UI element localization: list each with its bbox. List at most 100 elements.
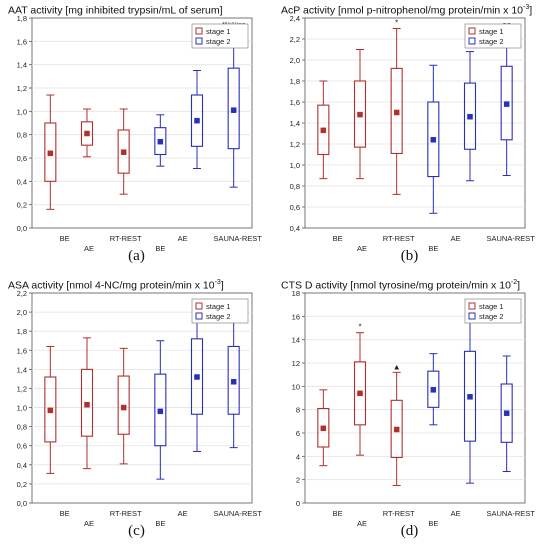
legend-swatch: [195, 302, 203, 310]
x-category-label: AE: [178, 234, 188, 243]
box-iqr: [390, 67, 403, 155]
plot-frame: [31, 292, 253, 504]
box-iqr: [317, 104, 330, 156]
x-category-label: RT-REST: [110, 509, 142, 518]
y-tick-label: 2,0: [290, 56, 300, 65]
legend-label: stage 1: [206, 27, 231, 36]
x-category-label: RT-REST: [383, 509, 415, 518]
y-tick-label: 16: [292, 312, 300, 321]
box-iqr: [44, 122, 57, 182]
mean-marker: [467, 113, 473, 120]
mean-marker: [120, 149, 127, 155]
x-category-label: AE: [451, 234, 461, 243]
y-tick-label: 1,6: [290, 98, 300, 107]
x-category-label: BE: [60, 234, 70, 243]
y-tick-label: 1,0: [290, 161, 300, 170]
y-tick-label: 0,2: [17, 480, 27, 489]
plot-frame: [31, 17, 253, 229]
mean-marker: [157, 408, 164, 415]
y-tick-label: 1,6: [17, 346, 27, 355]
mean-marker: [393, 426, 400, 433]
y-tick-label: 0,0: [17, 224, 27, 233]
y-tick-label: 0: [296, 499, 300, 508]
y-tick-label: 1,0: [17, 107, 27, 116]
x-category-label: AE: [178, 509, 188, 518]
mean-marker: [84, 130, 90, 137]
x-category-label: RT-REST: [383, 234, 415, 243]
chart-title-d: CTS D activity [nmol tyrosine/mg protein…: [281, 279, 521, 292]
x-category-label: AE: [357, 244, 367, 253]
significance-mark: *: [358, 323, 361, 332]
x-category-label: RT-REST: [110, 234, 142, 243]
x-category-label: AE: [451, 509, 461, 518]
chart-svg-b: 0,4 0,6 0,8 1,0 1,2 1,4 1,6 1,8 2,0 2,2 2,4 BE RT-RE…: [290, 14, 536, 253]
mean-marker: [47, 150, 54, 157]
box-iqr: [390, 399, 403, 459]
y-tick-label: 2: [296, 476, 300, 485]
panel-label-a: (a): [128, 248, 145, 264]
y-tick-label: 1,0: [17, 404, 27, 413]
y-tick-label: 10: [292, 382, 300, 391]
chart-panel-a: 0,0 0,2 0,4 0,6 0,8 1,0 1,2 1,4 1,6 1,8 BE RT-REST A…: [0, 0, 273, 275]
box-iqr: [80, 368, 94, 437]
y-tick-label: 14: [292, 336, 300, 345]
box-iqr: [154, 373, 167, 447]
box-iqr: [353, 361, 367, 426]
x-category-label: SAUNA-REST: [213, 234, 262, 243]
chart-title-a: AAT activity [mg inhibited trypsin/mL of…: [8, 4, 223, 17]
chart-svg-d: 0 2 4 6 8 10 12 14 16 18 BE RT-REST AE SAUNA-REST AE BE…: [292, 289, 536, 528]
x-category-label: BE: [428, 244, 438, 253]
y-tick-label: 0,0: [17, 499, 27, 508]
legend-swatch: [468, 312, 476, 320]
box-iqr: [317, 407, 330, 448]
box-iqr: [44, 376, 57, 443]
box-iqr: [117, 375, 130, 435]
mean-marker: [357, 390, 363, 397]
chart-panel-d: 0 2 4 6 8 10 12 14 16 18 BE RT-REST AE SAUNA-REST AE BE…: [273, 275, 546, 550]
x-category-label: SAUNA-REST: [486, 509, 535, 518]
legend-label: stage 2: [206, 312, 231, 321]
y-tick-label: 0,8: [290, 182, 300, 191]
y-tick-label: 2,2: [290, 35, 300, 44]
mean-marker: [430, 387, 437, 393]
significance-mark: ▲: [393, 362, 401, 371]
box-iqr: [154, 127, 167, 156]
legend-swatch: [195, 37, 203, 45]
y-tick-label: 0,8: [17, 423, 27, 432]
x-category-label: BE: [155, 519, 165, 528]
x-category-label: BE: [428, 519, 438, 528]
box-iqr: [190, 338, 204, 415]
panel-label-c: (c): [128, 523, 145, 539]
mean-marker: [503, 410, 510, 416]
chart-svg-a: 0,0 0,2 0,4 0,6 0,8 1,0 1,2 1,4 1,6 1,8 BE RT-REST A…: [17, 14, 263, 253]
x-category-label: AE: [357, 519, 367, 528]
mean-marker: [467, 394, 473, 400]
y-tick-label: 1,8: [17, 14, 27, 23]
chart-panel-c: 0,0 0,2 0,4 0,6 0,8 1,0 1,2 1,4 1,6 1,8 2,0 2,2 BE RT…: [0, 275, 273, 550]
y-tick-label: 12: [292, 359, 300, 368]
y-tick-label: 0,6: [17, 442, 27, 451]
y-tick-label: 1,2: [290, 140, 300, 149]
y-tick-label: 0,4: [17, 461, 27, 470]
box-iqr: [463, 350, 477, 442]
x-category-label: AE: [84, 244, 94, 253]
x-category-label: BE: [333, 234, 343, 243]
x-category-label: SAUNA-REST: [486, 234, 535, 243]
box-iqr: [227, 67, 240, 150]
y-tick-label: 0,8: [17, 131, 27, 140]
chart-title-b: AcP activity [nmol p-nitrophenol/mg prot…: [281, 4, 533, 17]
legend-label: stage 2: [206, 37, 231, 46]
mean-marker: [194, 374, 200, 380]
box-iqr: [190, 94, 204, 147]
mean-marker: [503, 101, 510, 107]
x-category-label: BE: [155, 244, 165, 253]
y-tick-label: 0,2: [17, 201, 27, 210]
y-tick-label: 0,6: [290, 203, 300, 212]
legend-swatch: [468, 37, 476, 45]
box-iqr: [117, 129, 130, 174]
significance-mark: *: [395, 19, 398, 28]
mean-marker: [120, 404, 127, 411]
y-tick-label: 1,6: [17, 37, 27, 46]
y-tick-label: 0,4: [17, 177, 27, 186]
y-tick-label: 0,6: [17, 154, 27, 163]
